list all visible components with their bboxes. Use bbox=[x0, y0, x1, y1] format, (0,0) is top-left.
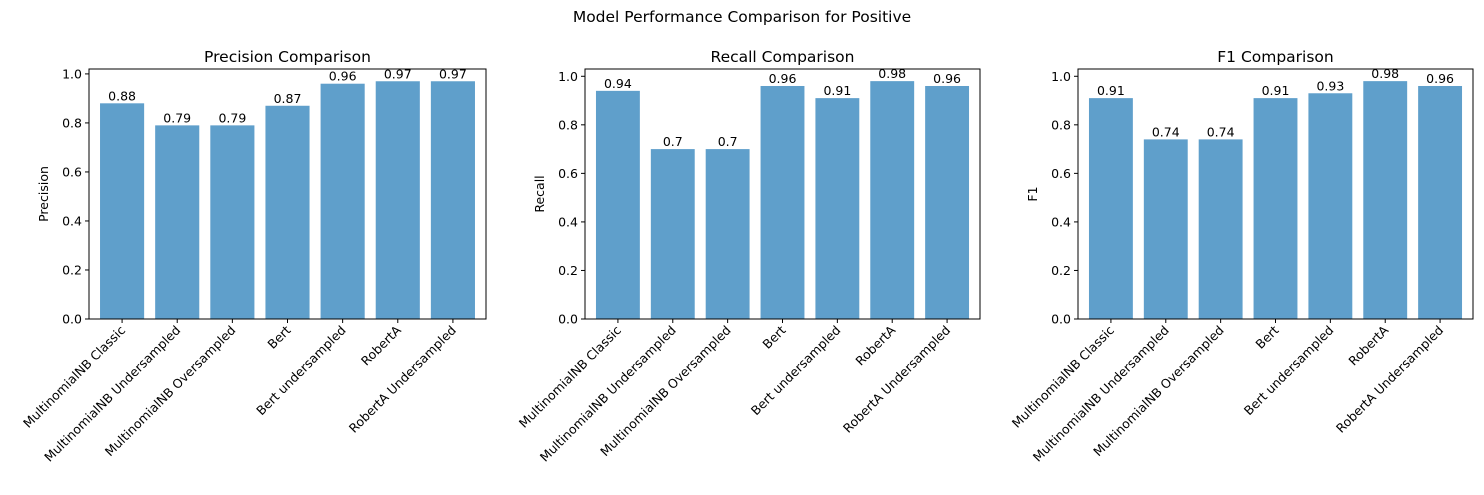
figure-suptitle: Model Performance Comparison for Positiv… bbox=[572, 8, 912, 26]
y-tick-label: 0.6 bbox=[62, 164, 82, 179]
x-tick-label: Bert bbox=[1252, 322, 1281, 351]
chart-title: F1 Comparison bbox=[1217, 48, 1334, 66]
x-tick-label: RobertA bbox=[358, 322, 404, 368]
bar bbox=[1143, 139, 1188, 319]
bar-value-label: 0.79 bbox=[218, 110, 246, 125]
x-tick-label: Bert bbox=[264, 322, 293, 351]
x-tick-label: RobertA bbox=[852, 322, 898, 368]
bar-value-label: 0.97 bbox=[384, 66, 412, 81]
x-tick-label: Bert bbox=[759, 322, 788, 351]
bar bbox=[1308, 93, 1353, 319]
bar-value-label: 0.74 bbox=[1207, 124, 1235, 139]
x-tick-label: Bert undersampled bbox=[1241, 323, 1337, 419]
bar-value-label: 0.74 bbox=[1152, 124, 1180, 139]
y-tick-label: 0.2 bbox=[1051, 263, 1071, 278]
bar bbox=[925, 85, 970, 319]
bar-value-label: 0.7 bbox=[718, 134, 738, 149]
bar-value-label: 0.96 bbox=[769, 71, 797, 86]
y-axis-label: Recall bbox=[532, 175, 547, 212]
y-tick-label: 0.4 bbox=[558, 214, 578, 229]
x-tick-label: RobertA Undersampled bbox=[1333, 323, 1446, 436]
chart-title: Precision Comparison bbox=[204, 48, 371, 66]
y-axis-label: F1 bbox=[1025, 186, 1040, 201]
bar bbox=[265, 105, 310, 319]
bar bbox=[815, 98, 860, 319]
bar-value-label: 0.96 bbox=[1426, 71, 1454, 86]
bar-value-label: 0.79 bbox=[163, 110, 191, 125]
bar bbox=[1418, 85, 1463, 319]
bar bbox=[650, 149, 695, 319]
bar bbox=[155, 125, 200, 319]
chart-title: Recall Comparison bbox=[711, 48, 855, 66]
chart-panel-3: F1 Comparison F1 0.91 0.74 0.74 0.91 0.93 0.98 0… bbox=[1009, 48, 1474, 465]
x-tick-label: Bert undersampled bbox=[748, 323, 844, 419]
bar-value-label: 0.88 bbox=[108, 88, 136, 103]
y-tick-label: 1.0 bbox=[62, 66, 82, 81]
chart-panel-2: Recall Comparison Recall 0.94 0.7 0.7 0.96 0.9… bbox=[516, 48, 981, 465]
y-tick-label: 0.2 bbox=[558, 263, 578, 278]
bar-value-label: 0.87 bbox=[274, 91, 302, 106]
y-tick-label: 1.0 bbox=[558, 69, 578, 84]
y-tick-label: 0.0 bbox=[558, 312, 578, 327]
y-tick-label: 0.4 bbox=[62, 213, 82, 228]
bar-value-label: 0.93 bbox=[1316, 78, 1344, 93]
bar-value-label: 0.7 bbox=[663, 134, 683, 149]
y-tick-label: 0.0 bbox=[1051, 312, 1071, 327]
x-tick-label: RobertA bbox=[1345, 322, 1391, 368]
x-tick-label: RobertA Undersampled bbox=[346, 323, 459, 436]
bar bbox=[870, 81, 915, 319]
bar bbox=[760, 85, 805, 319]
bar-value-label: 0.96 bbox=[329, 69, 357, 84]
y-tick-label: 1.0 bbox=[1051, 69, 1071, 84]
bar bbox=[375, 81, 420, 319]
bar bbox=[1363, 81, 1408, 319]
bar-value-label: 0.97 bbox=[439, 66, 467, 81]
x-tick-label: MultinomialNB Classic bbox=[1009, 322, 1117, 430]
y-tick-label: 0.8 bbox=[62, 115, 82, 130]
bar bbox=[1198, 139, 1243, 319]
x-tick-label: MultinomialNB Classic bbox=[20, 322, 128, 430]
y-tick-label: 0.8 bbox=[558, 117, 578, 132]
y-tick-label: 0.6 bbox=[558, 166, 578, 181]
bar-value-label: 0.94 bbox=[604, 76, 632, 91]
bar-value-label: 0.91 bbox=[1097, 83, 1125, 98]
bar bbox=[595, 90, 640, 319]
y-axis-label: Precision bbox=[36, 166, 51, 222]
bar bbox=[100, 103, 145, 320]
bar-value-label: 0.91 bbox=[823, 83, 851, 98]
bar bbox=[1088, 98, 1133, 319]
y-tick-label: 0.0 bbox=[62, 312, 82, 327]
bar bbox=[1253, 98, 1298, 319]
y-tick-label: 0.2 bbox=[62, 262, 82, 277]
x-tick-label: RobertA Undersampled bbox=[840, 323, 953, 436]
x-tick-label: MultinomialNB Classic bbox=[516, 322, 624, 430]
y-tick-label: 0.6 bbox=[1051, 166, 1071, 181]
bar bbox=[430, 81, 475, 319]
bar-value-label: 0.98 bbox=[1371, 66, 1399, 81]
bar bbox=[320, 83, 365, 320]
bar bbox=[705, 149, 750, 319]
chart-panel-1: Precision Comparison Precision 0.88 0.79 0.7… bbox=[20, 48, 487, 465]
bar-value-label: 0.98 bbox=[878, 66, 906, 81]
y-tick-label: 0.8 bbox=[1051, 117, 1071, 132]
bar bbox=[210, 125, 255, 319]
bar-value-label: 0.96 bbox=[933, 71, 961, 86]
bar-value-label: 0.91 bbox=[1262, 83, 1290, 98]
y-tick-label: 0.4 bbox=[1051, 214, 1071, 229]
